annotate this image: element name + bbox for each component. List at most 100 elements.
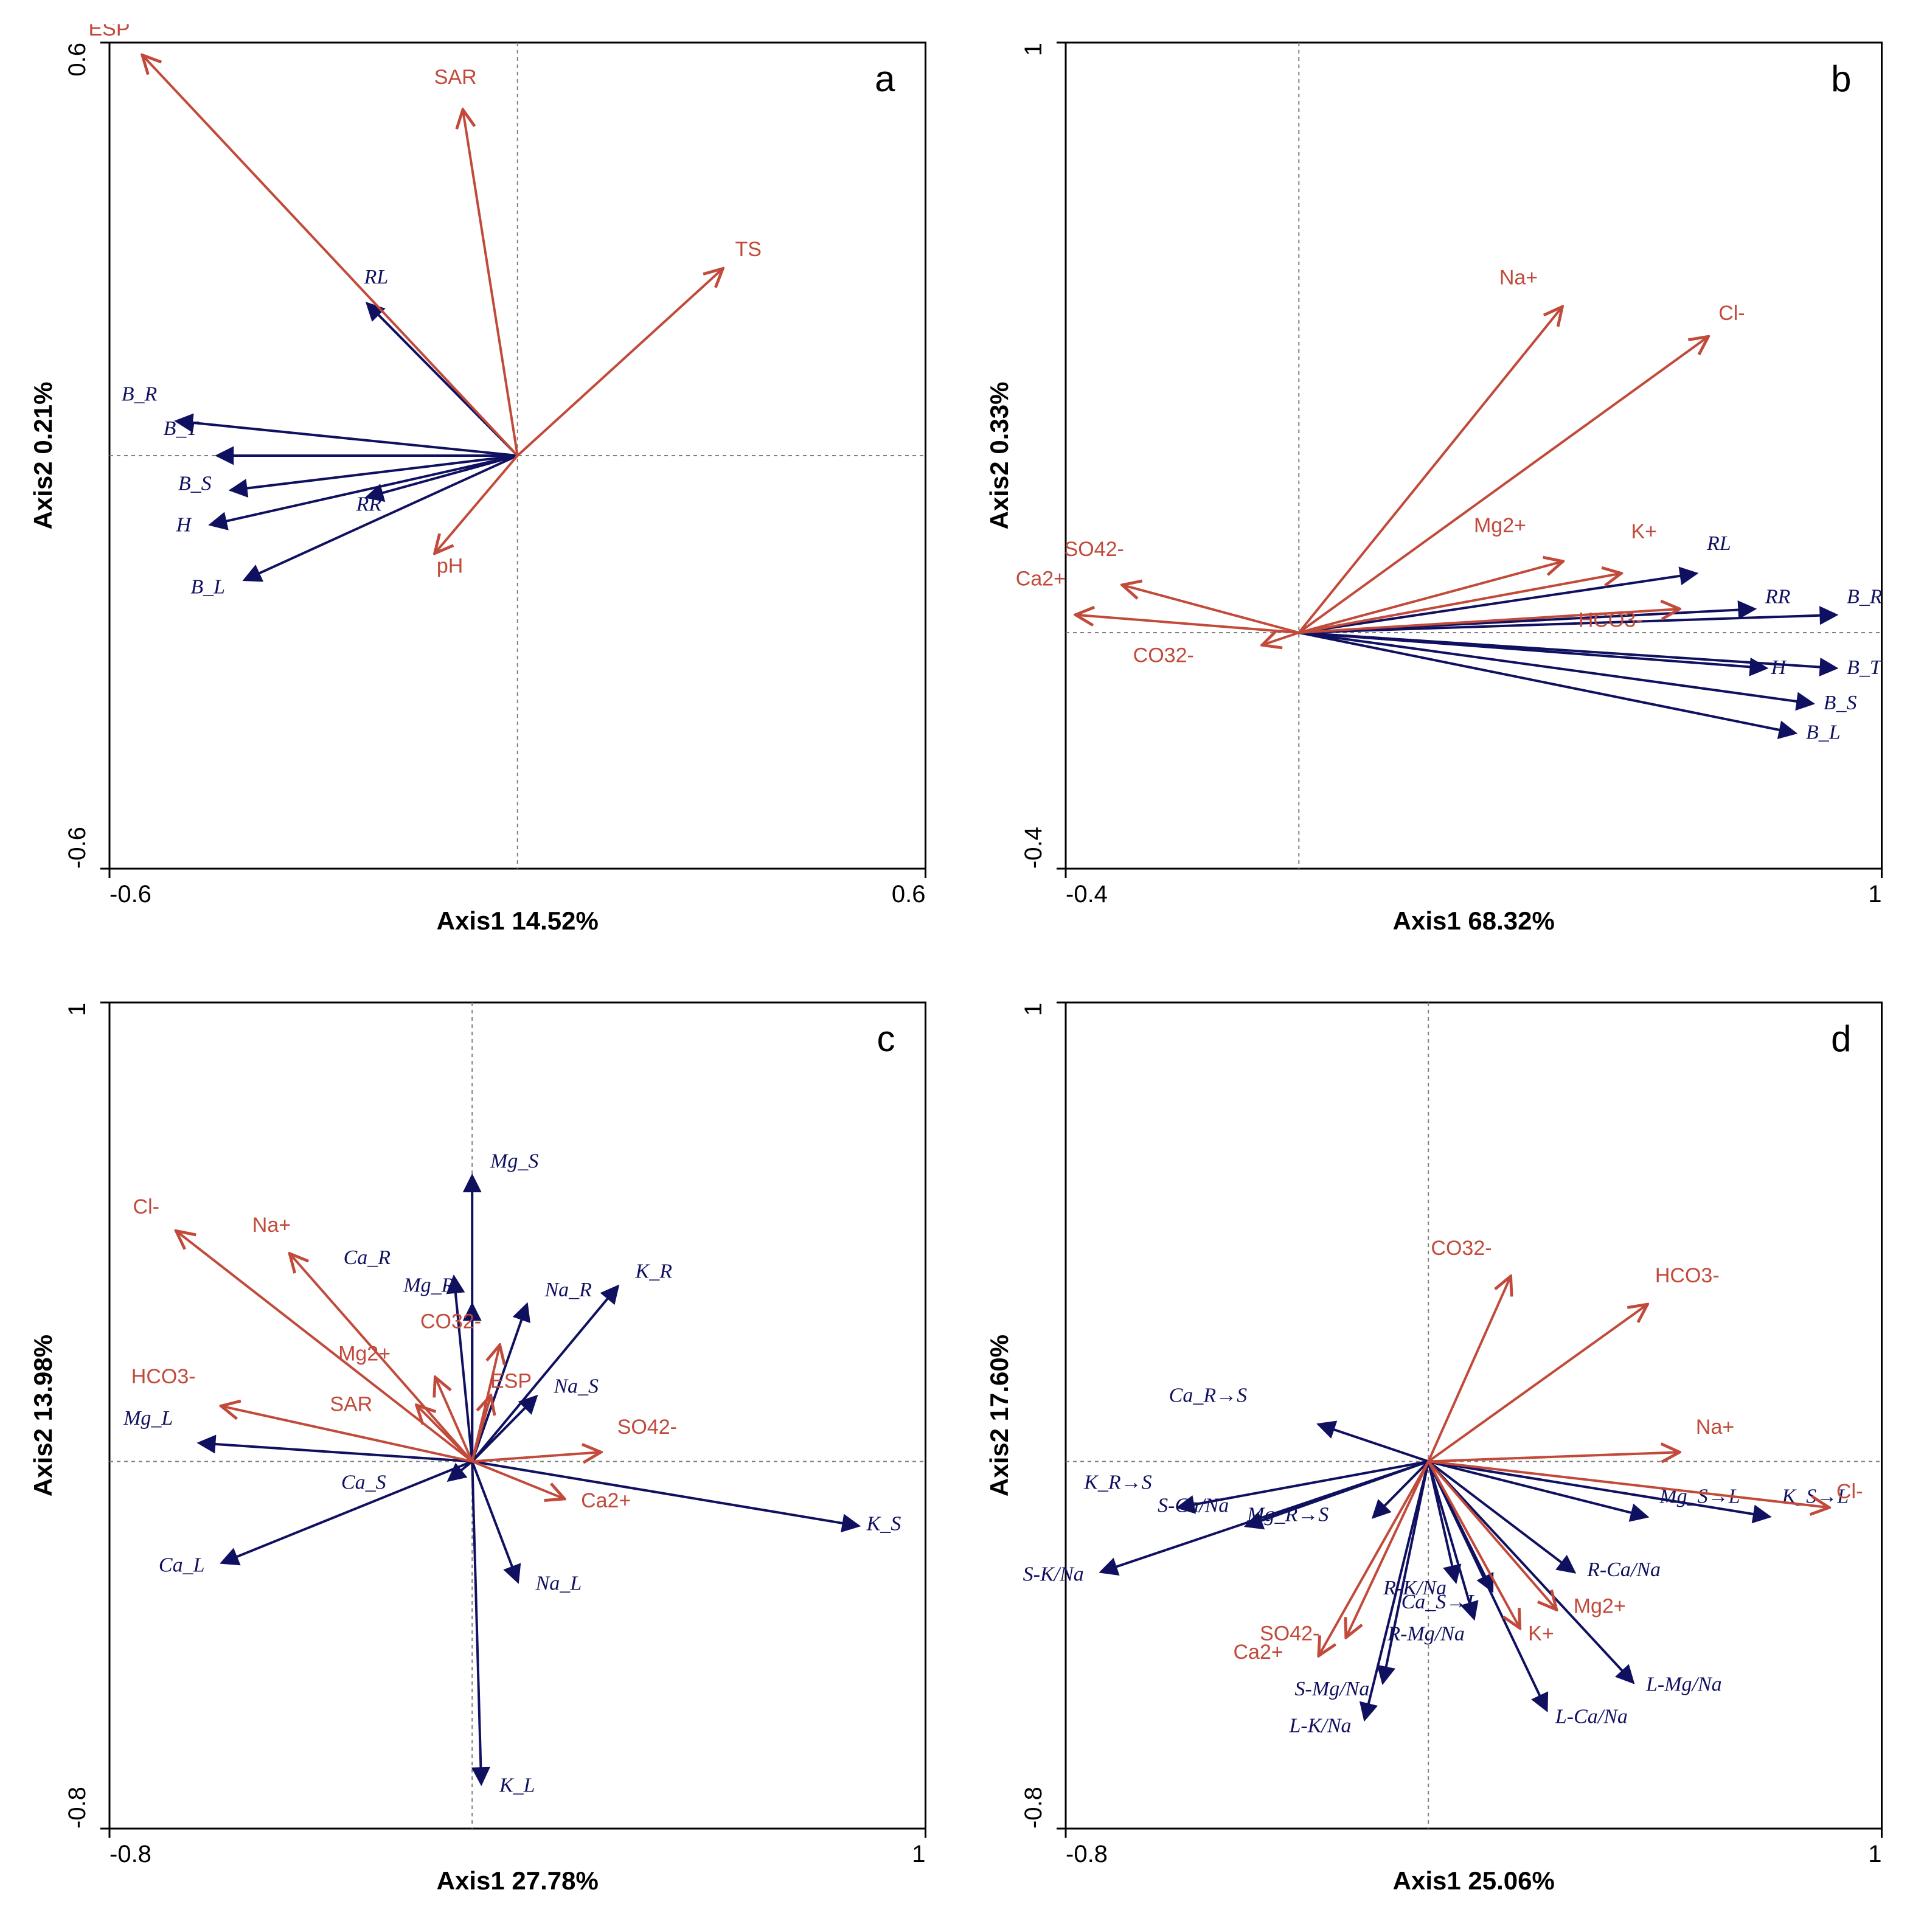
panel-a: -0.6 0.6 -0.6 0.6 Axis1 14.52% Axis2 0.21% a RL… (24, 24, 944, 948)
svg-text:HCO3-: HCO3- (1655, 1264, 1719, 1287)
svg-text:B_L: B_L (1805, 721, 1840, 744)
svg-text:H: H (176, 513, 193, 536)
panel-b: -0.4 1 -0.4 1 Axis1 68.32% Axis2 0.33% b RL RR B_… (981, 24, 1900, 948)
svg-text:K+: K+ (1631, 520, 1657, 543)
svg-text:Ca_L: Ca_L (159, 1554, 205, 1577)
svg-text:-0.8: -0.8 (1020, 1787, 1047, 1829)
svg-text:K_L: K_L (499, 1774, 535, 1797)
svg-text:Na+: Na+ (1695, 1416, 1734, 1439)
svg-text:Axis2 13.98%: Axis2 13.98% (29, 1335, 57, 1496)
svg-text:Mg_S: Mg_S (490, 1150, 538, 1173)
svg-text:-0.8: -0.8 (64, 1787, 91, 1829)
svg-text:Na_L: Na_L (535, 1572, 582, 1595)
svg-text:CO32-: CO32- (1133, 644, 1193, 667)
svg-text:Ca2+: Ca2+ (581, 1489, 631, 1512)
svg-text:Na+: Na+ (1499, 266, 1537, 290)
biplot-c: -0.8 1 -0.8 1 Axis1 27.78% Axis2 13.98% c Mg_S C… (24, 984, 944, 1908)
svg-text:Ca_R→S: Ca_R→S (1169, 1384, 1246, 1406)
panel-c: -0.8 1 -0.8 1 Axis1 27.78% Axis2 13.98% c Mg_S C… (24, 984, 944, 1908)
svg-text:B_S: B_S (178, 473, 212, 495)
svg-text:Ca_S: Ca_S (341, 1472, 386, 1494)
svg-text:Cl-: Cl- (1836, 1480, 1862, 1503)
svg-text:CO32-: CO32- (1431, 1237, 1492, 1260)
svg-text:RR: RR (1764, 586, 1790, 608)
svg-text:ESP: ESP (490, 1370, 532, 1393)
svg-text:1: 1 (64, 1002, 91, 1016)
svg-text:B_T: B_T (164, 417, 200, 440)
svg-text:S-K/Na: S-K/Na (1023, 1563, 1083, 1586)
svg-text:Cl-: Cl- (133, 1195, 159, 1218)
svg-text:Axis1 27.78%: Axis1 27.78% (437, 1866, 599, 1895)
svg-text:K_S: K_S (866, 1513, 901, 1535)
svg-text:Axis1 14.52%: Axis1 14.52% (437, 906, 599, 935)
svg-text:1: 1 (1020, 1002, 1047, 1016)
svg-text:Ca2+: Ca2+ (1015, 567, 1065, 590)
biplot-b: -0.4 1 -0.4 1 Axis1 68.32% Axis2 0.33% b RL RR B_… (981, 24, 1900, 948)
svg-text:-0.8: -0.8 (109, 1841, 151, 1868)
svg-text:L-Mg/Na: L-Mg/Na (1645, 1673, 1721, 1696)
svg-text:CO32-: CO32- (420, 1310, 481, 1333)
svg-text:B_R: B_R (1847, 586, 1883, 608)
svg-text:B_T: B_T (1847, 656, 1883, 679)
svg-text:Ca_R: Ca_R (344, 1246, 391, 1269)
svg-text:TS: TS (735, 238, 761, 261)
svg-text:SAR: SAR (330, 1392, 372, 1416)
svg-text:Axis1 68.32%: Axis1 68.32% (1392, 906, 1554, 935)
svg-text:d: d (1831, 1018, 1851, 1059)
svg-text:-0.6: -0.6 (109, 881, 151, 908)
svg-text:L-Ca/Na: L-Ca/Na (1554, 1705, 1627, 1728)
svg-text:RL: RL (1706, 532, 1731, 555)
svg-text:L-K/Na: L-K/Na (1288, 1715, 1351, 1737)
svg-text:R-Ca/Na: R-Ca/Na (1586, 1558, 1661, 1581)
svg-text:1: 1 (912, 1841, 925, 1868)
svg-text:RR: RR (356, 493, 382, 516)
svg-text:pH: pH (437, 554, 463, 577)
svg-text:Mg_R→S: Mg_R→S (1246, 1504, 1328, 1526)
svg-text:RL: RL (364, 266, 389, 288)
svg-text:Axis2 0.21%: Axis2 0.21% (29, 382, 57, 530)
svg-text:S-Ca/Na: S-Ca/Na (1158, 1494, 1229, 1517)
figure-grid: -0.6 0.6 -0.6 0.6 Axis1 14.52% Axis2 0.21% a RL… (0, 0, 1924, 1932)
svg-text:b: b (1831, 58, 1851, 99)
svg-text:R-Mg/Na: R-Mg/Na (1387, 1623, 1465, 1645)
svg-text:K_R: K_R (635, 1260, 673, 1283)
svg-text:SAR: SAR (434, 66, 477, 89)
svg-text:0.6: 0.6 (64, 43, 91, 77)
svg-text:Mg2+: Mg2+ (338, 1342, 391, 1365)
svg-text:0.6: 0.6 (892, 881, 926, 908)
svg-text:Axis1 25.06%: Axis1 25.06% (1392, 1866, 1554, 1895)
svg-text:Na_S: Na_S (553, 1375, 599, 1397)
svg-text:K+: K+ (1528, 1622, 1554, 1645)
svg-text:S-Mg/Na: S-Mg/Na (1294, 1678, 1369, 1700)
svg-text:B_L: B_L (190, 575, 225, 598)
svg-text:Ca2+: Ca2+ (1233, 1641, 1283, 1664)
svg-text:HCO3-: HCO3- (131, 1365, 196, 1388)
panel-d: -0.8 1 -0.8 1 Axis1 25.06% Axis2 17.60% d Ca_R→… (981, 984, 1900, 1908)
svg-text:Mg2+: Mg2+ (1573, 1594, 1625, 1618)
svg-text:Na_R: Na_R (544, 1279, 592, 1301)
svg-text:K_R→S: K_R→S (1083, 1472, 1151, 1494)
svg-text:Mg2+: Mg2+ (1473, 514, 1526, 537)
svg-text:-0.6: -0.6 (64, 827, 91, 869)
svg-text:Mg_L: Mg_L (123, 1407, 173, 1430)
svg-text:B_R: B_R (122, 383, 158, 405)
svg-text:-0.8: -0.8 (1066, 1841, 1108, 1868)
svg-text:SO42-: SO42- (1064, 538, 1123, 561)
svg-text:1: 1 (1868, 1841, 1881, 1868)
svg-text:1: 1 (1020, 43, 1047, 56)
svg-text:Axis2 0.33%: Axis2 0.33% (985, 382, 1013, 530)
svg-text:-0.4: -0.4 (1020, 827, 1047, 869)
svg-text:Na+: Na+ (252, 1214, 291, 1237)
svg-text:a: a (875, 58, 895, 99)
biplot-d: -0.8 1 -0.8 1 Axis1 25.06% Axis2 17.60% d Ca_R→… (981, 984, 1900, 1908)
svg-text:1: 1 (1868, 881, 1881, 908)
svg-text:H: H (1770, 656, 1787, 679)
svg-text:-0.4: -0.4 (1066, 881, 1108, 908)
svg-text:SO42-: SO42- (617, 1416, 677, 1439)
svg-text:ESP: ESP (88, 24, 130, 41)
svg-text:Cl-: Cl- (1718, 302, 1745, 325)
svg-text:Mg_R: Mg_R (403, 1274, 454, 1296)
biplot-a: -0.6 0.6 -0.6 0.6 Axis1 14.52% Axis2 0.21% a RL… (24, 24, 944, 948)
svg-text:Axis2 17.60%: Axis2 17.60% (985, 1335, 1013, 1496)
svg-text:c: c (877, 1018, 895, 1059)
